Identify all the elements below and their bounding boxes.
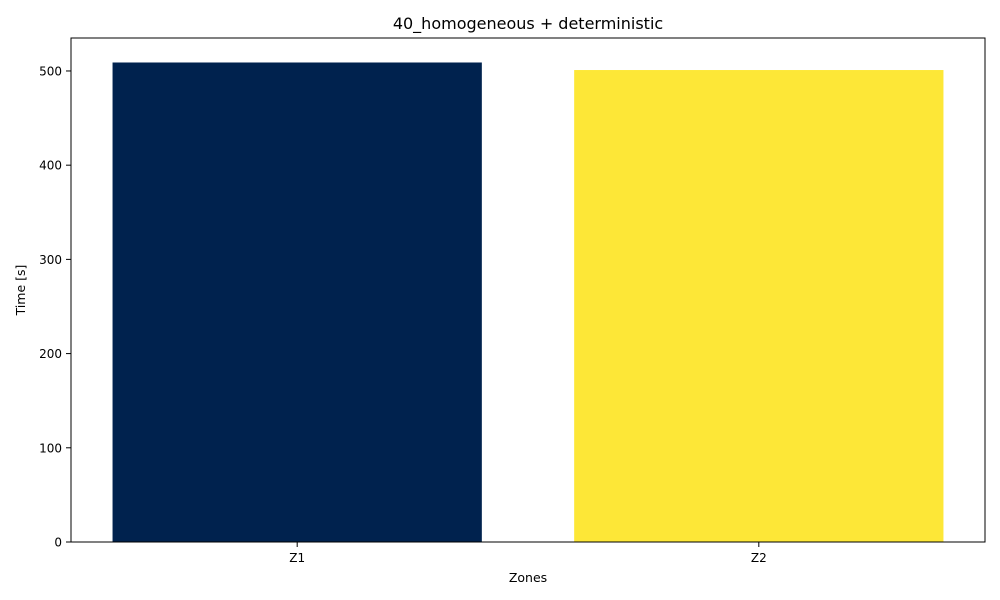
y-tick-label: 500 xyxy=(39,64,62,78)
x-axis-label: Zones xyxy=(509,570,547,585)
plot-area xyxy=(112,62,944,542)
bar-z1 xyxy=(112,62,482,542)
chart-title: 40_homogeneous + deterministic xyxy=(393,14,663,34)
bar-z2 xyxy=(574,70,944,542)
x-tick-label: Z2 xyxy=(751,551,767,565)
plot-frame xyxy=(70,37,986,543)
y-tick-label: 0 xyxy=(54,536,62,550)
y-axis: 0 100 200 300 400 500 xyxy=(39,64,71,550)
y-axis-label: Time [s] xyxy=(13,265,28,317)
x-axis: Z1 Z2 xyxy=(289,542,767,565)
y-tick-label: 300 xyxy=(39,253,62,267)
y-tick-label: 400 xyxy=(39,159,62,173)
x-tick-label: Z1 xyxy=(289,551,305,565)
y-tick-label: 100 xyxy=(39,441,62,455)
y-tick-label: 200 xyxy=(39,347,62,361)
